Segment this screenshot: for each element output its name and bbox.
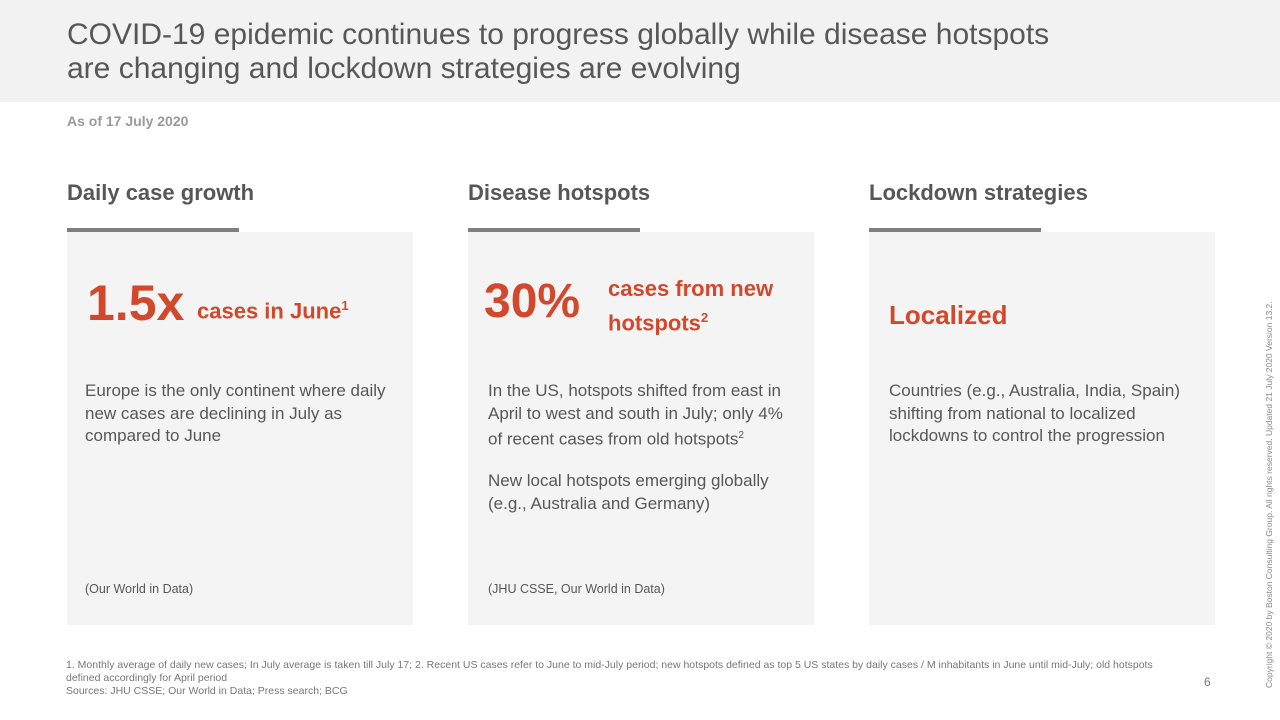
card-source: (JHU CSSE, Our World in Data) bbox=[488, 582, 665, 596]
column-heading: Daily case growth bbox=[67, 180, 255, 205]
card-text: Europe is the only continent where daily… bbox=[85, 381, 386, 445]
copyright: Copyright © 2020 by Boston Consulting Gr… bbox=[1264, 301, 1274, 688]
column-daily-case-growth: Daily case growth 1.5x cases in June1 Eu… bbox=[67, 180, 413, 625]
column-heading: Lockdown strategies bbox=[869, 180, 1088, 205]
stat-label: cases from new hotspots2 bbox=[608, 274, 798, 337]
big-stat: 1.5x bbox=[87, 275, 185, 331]
heading-underline bbox=[468, 228, 640, 233]
footnotes: 1. Monthly average of daily new cases; I… bbox=[66, 659, 1166, 698]
card-text: Countries (e.g., Australia, India, Spain… bbox=[889, 381, 1181, 445]
stat-label-text: cases in June bbox=[197, 298, 342, 324]
page-title: COVID-19 epidemic continues to progress … bbox=[67, 18, 1050, 85]
card-source: (Our World in Data) bbox=[85, 582, 194, 596]
card-text-2: New local hotspots emerging globally (e.… bbox=[488, 471, 769, 513]
card-text-body: In the US, hotspots shifted from east in… bbox=[488, 381, 783, 449]
footnote-ref: 2 bbox=[738, 430, 745, 441]
sources-text: Sources: JHU CSSE; Our World in Data; Pr… bbox=[66, 685, 348, 697]
header-band bbox=[0, 0, 1280, 102]
heading-underline bbox=[869, 228, 1041, 233]
card: 30% cases from new hotspots2 In the US, … bbox=[468, 232, 814, 625]
big-stat: 30% bbox=[484, 275, 581, 328]
heading-underline bbox=[67, 228, 239, 233]
card: Localized Countries (e.g., Australia, In… bbox=[869, 232, 1215, 625]
page-number: 6 bbox=[1204, 675, 1211, 689]
as-of-date: As of 17 July 2020 bbox=[67, 113, 189, 129]
column-heading: Disease hotspots bbox=[468, 180, 651, 205]
footnote-text: 1. Monthly average of daily new cases; I… bbox=[66, 659, 1153, 684]
big-stat: Localized bbox=[889, 300, 1008, 330]
footnote-ref: 1 bbox=[341, 298, 349, 313]
card-text: In the US, hotspots shifted from east in… bbox=[488, 380, 798, 451]
column-lockdown-strategies: Lockdown strategies Localized Countries … bbox=[869, 180, 1215, 625]
column-disease-hotspots: Disease hotspots 30% cases from new hots… bbox=[468, 180, 814, 625]
stat-label-text: cases from new hotspots bbox=[608, 276, 774, 336]
stat-label: cases in June1 bbox=[197, 298, 349, 324]
card: 1.5x cases in June1 Europe is the only c… bbox=[67, 232, 413, 625]
footnote-ref: 2 bbox=[700, 310, 709, 325]
